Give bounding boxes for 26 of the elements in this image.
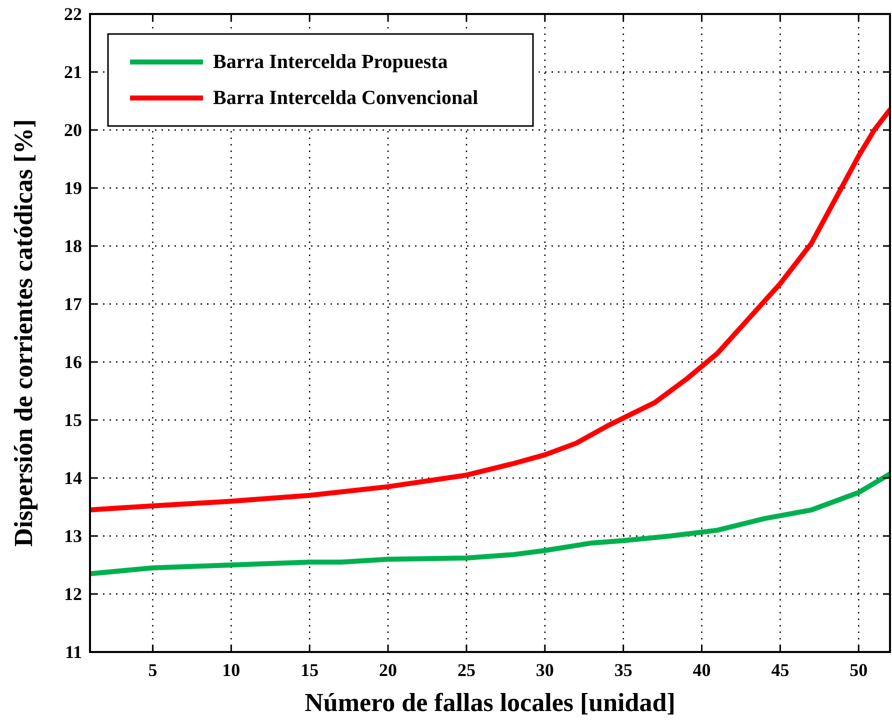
x-tick-label: 35	[614, 660, 632, 680]
x-tick-label: 25	[457, 660, 476, 680]
x-tick-label: 45	[771, 660, 790, 680]
y-tick-label: 22	[64, 4, 82, 24]
y-tick-label: 21	[64, 62, 82, 82]
y-tick-label: 12	[64, 584, 82, 604]
y-tick-label: 13	[64, 526, 82, 546]
y-tick-label: 14	[64, 468, 82, 488]
x-tick-label: 50	[850, 660, 868, 680]
x-tick-label: 30	[536, 660, 554, 680]
legend-label: Barra Intercelda Propuesta	[213, 51, 448, 73]
y-tick-label: 15	[64, 410, 82, 430]
y-tick-label: 20	[64, 120, 82, 140]
y-axis-title: Dispersión de corrientes catódicas [%]	[9, 119, 38, 547]
y-tick-label: 18	[64, 236, 82, 256]
y-tick-label: 11	[64, 642, 82, 662]
x-axis-title: Número de fallas locales [unidad]	[304, 688, 676, 717]
y-tick-label: 19	[64, 178, 82, 198]
x-tick-label: 15	[300, 660, 319, 680]
x-tick-label: 10	[222, 660, 240, 680]
y-tick-label: 16	[64, 352, 82, 372]
x-tick-label: 20	[379, 660, 398, 680]
legend-label: Barra Intercelda Convencional	[213, 87, 479, 109]
y-tick-label: 17	[64, 294, 82, 314]
x-tick-label: 5	[148, 660, 158, 680]
x-tick-label: 40	[692, 660, 711, 680]
